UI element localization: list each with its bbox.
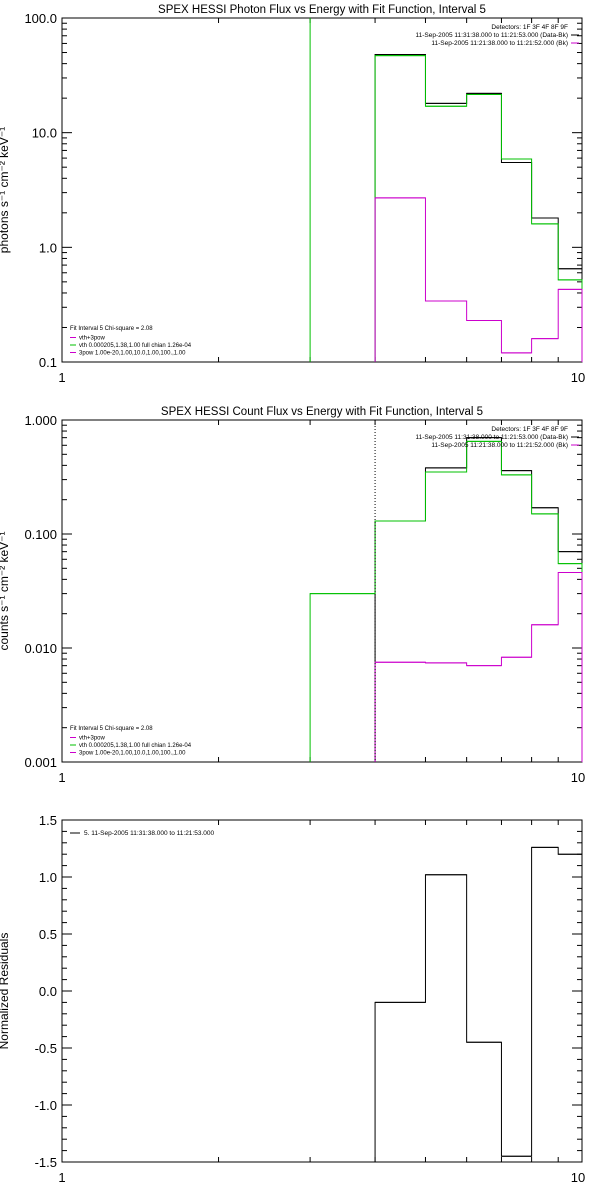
legend-bottom-line: vth 0.000205,1.38,1.00 full chian 1.26e-… xyxy=(79,343,192,349)
legend-top-line: Detectors: 1F 3F 4F 8F 9F xyxy=(491,24,568,31)
x-tick-label: 1 xyxy=(58,370,65,385)
legend-bottom-line: 3pow 1.00e-20,1.00,10.0,1.00,100.,1.00 xyxy=(79,351,186,357)
series-green xyxy=(309,440,583,762)
histogram-line xyxy=(374,571,583,762)
legend-bottom-line: Fit Interval 5 Chi-square = 2.08 xyxy=(70,326,153,332)
histogram-line xyxy=(374,846,583,1162)
y-tick-label: 1.5 xyxy=(39,813,57,828)
legend-top-line: 11-Sep-2005 11:31:38.000 to 11:21:53.000… xyxy=(416,434,569,441)
x-tick-label: 1 xyxy=(58,770,65,785)
y-axis-label: counts s⁻¹ cm⁻² keV⁻¹ xyxy=(0,531,11,650)
legend-top-line: Detectors: 1F 3F 4F 8F 9F xyxy=(491,426,568,433)
chart-panel-3: Normalized Residuals -1.5 -1.0 -0.5 0.0 0.5 1.… xyxy=(0,813,585,1185)
y-tick-label: 10.0 xyxy=(32,126,57,141)
legend-bottom: Fit Interval 5 Chi-square = 2.08 vth+3pow… xyxy=(70,726,192,757)
legend-bottom-line: vth+3pow xyxy=(79,736,106,742)
y-tick-label: 0.001 xyxy=(24,755,57,770)
legend-bottom-line: Fit Interval 5 Chi-square = 2.08 xyxy=(70,726,153,732)
legend-bottom-line: 3pow 1.00e-20,1.00,10.0,1.00,100.,1.00 xyxy=(79,751,186,757)
y-tick-label: 100.0 xyxy=(24,11,57,26)
plot-frame xyxy=(61,819,583,1163)
series-magenta xyxy=(374,571,583,762)
chart-panel-1: SPEX HESSI Photon Flux vs Energy with Fi… xyxy=(0,4,585,385)
histogram-line xyxy=(374,55,583,362)
legend-bottom-line: vth+3pow xyxy=(79,336,106,342)
y-tick-label: 0.010 xyxy=(24,641,57,656)
y-tick-label: -0.5 xyxy=(35,1041,57,1056)
y-tick-label: 0.0 xyxy=(39,984,57,999)
series-magenta xyxy=(374,197,583,362)
series-black xyxy=(374,54,583,362)
y-tick-label: -1.5 xyxy=(35,1155,57,1170)
y-axis-label: Normalized Residuals xyxy=(0,933,11,1050)
x-tick-label: 10 xyxy=(571,1170,585,1185)
chart-title: SPEX HESSI Count Flux vs Energy with Fit… xyxy=(161,406,483,418)
x-tick-label: 1 xyxy=(58,1170,65,1185)
legend-top: 5. 11-Sep-2005 11:31:38.000 to 11:21:53.… xyxy=(70,830,214,837)
histogram-line xyxy=(374,197,583,362)
histogram-line xyxy=(374,54,583,362)
legend-bottom: Fit Interval 5 Chi-square = 2.08 vth+3pow… xyxy=(70,326,192,357)
histogram-line xyxy=(374,437,583,762)
y-tick-label: 1.0 xyxy=(39,240,57,255)
y-tick-label: 0.100 xyxy=(24,527,57,542)
y-tick-label: 1.0 xyxy=(39,870,57,885)
chart-panel-2: SPEX HESSI Count Flux vs Energy with Fit… xyxy=(0,406,585,785)
series-green xyxy=(309,18,583,362)
y-tick-label: 0.5 xyxy=(39,927,57,942)
x-tick-label: 10 xyxy=(571,370,585,385)
legend-top-line: 11-Sep-2005 11:21:38.000 to 11:21:52.000… xyxy=(431,442,568,449)
chart-title: SPEX HESSI Photon Flux vs Energy with Fi… xyxy=(158,4,486,16)
x-tick-label: 10 xyxy=(571,770,585,785)
legend-top-line: 11-Sep-2005 11:21:38.000 to 11:21:52.000… xyxy=(431,40,568,47)
plot-frame xyxy=(61,419,583,763)
legend-bottom-line: vth 0.000205,1.38,1.00 full chian 1.26e-… xyxy=(79,743,192,749)
y-tick-label: 0.1 xyxy=(39,355,57,370)
plot-frame xyxy=(61,17,583,363)
series-black xyxy=(374,846,583,1162)
legend-top-line: 5. 11-Sep-2005 11:31:38.000 to 11:21:53.… xyxy=(84,830,214,837)
histogram-line xyxy=(309,440,583,762)
y-axis-label: photons s⁻¹ cm⁻² keV⁻¹ xyxy=(0,127,11,253)
y-tick-label: 1.000 xyxy=(24,413,57,428)
y-tick-label: -1.0 xyxy=(35,1098,57,1113)
series-black xyxy=(374,437,583,762)
legend-top-line: 11-Sep-2005 11:31:38.000 to 11:21:53.000… xyxy=(416,32,569,39)
